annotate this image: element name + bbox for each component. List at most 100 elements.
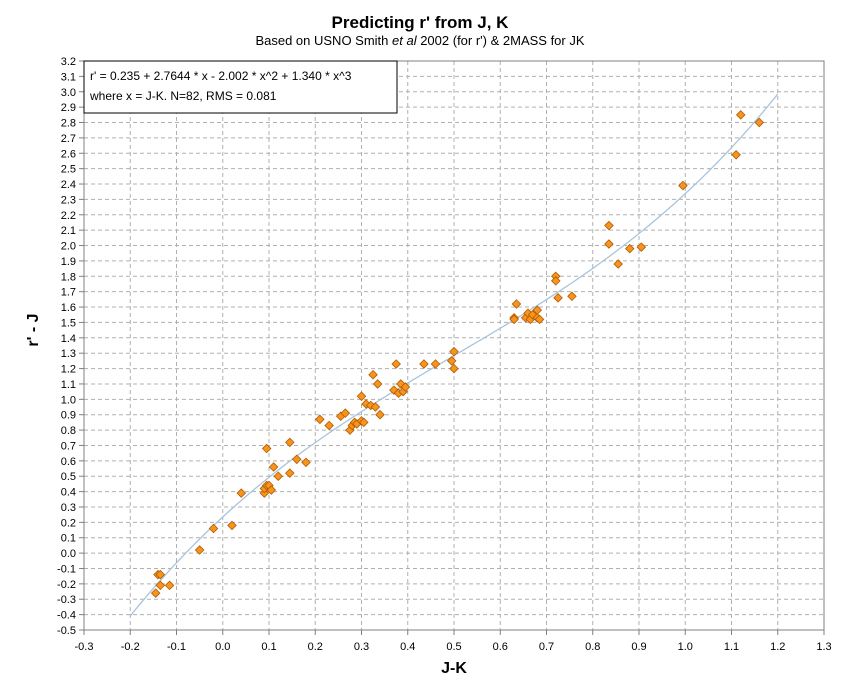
y-tick-label: 1.6 (61, 302, 76, 314)
data-point (449, 363, 459, 374)
annotation-equation: r' = 0.235 + 2.7644 * x - 2.002 * x^2 + … (90, 69, 352, 83)
y-tick-label: 1.5 (61, 317, 76, 329)
data-point (273, 471, 284, 481)
data-point (534, 314, 545, 325)
data-point (604, 239, 614, 249)
chart-subtitle-italic: et al (392, 33, 418, 48)
data-point (340, 408, 351, 418)
data-point (375, 409, 385, 420)
data-point (449, 346, 459, 357)
chart-title: Predicting r' from J, K (332, 13, 510, 32)
y-tick-label: 0.7 (61, 440, 76, 452)
x-tick-label: -0.2 (121, 641, 140, 653)
y-tick-label: 2.4 (61, 179, 76, 191)
y-tick-label: -0.5 (57, 625, 76, 637)
annotation-box (83, 60, 398, 114)
x-axis-title: J-K (441, 660, 467, 677)
data-point (315, 414, 325, 425)
x-tick-label: 1.1 (724, 641, 739, 653)
y-tick-label: 2.7 (61, 133, 76, 145)
y-tick-label: 2.0 (61, 241, 76, 253)
data-point (285, 468, 295, 478)
y-tick-label: -0.4 (57, 610, 76, 622)
data-point (735, 110, 746, 120)
data-point (150, 588, 161, 598)
x-tick-label: 0.1 (261, 641, 276, 653)
y-tick-label: 2.9 (61, 102, 76, 114)
data-point (624, 243, 635, 254)
chart-subtitle-part-2: 2002 (for r') & 2MASS for JK (417, 33, 585, 48)
x-tick-label: 0.5 (446, 641, 461, 653)
data-point (396, 379, 406, 389)
data-point (164, 580, 175, 591)
data-point (370, 402, 381, 412)
data-point (567, 291, 577, 302)
chart-subtitle: Based on USNO Smith et al 2002 (for r') … (255, 33, 584, 48)
x-tick-label: 1.3 (816, 641, 831, 653)
y-tick-label: 2.8 (61, 118, 76, 130)
data-point (266, 485, 277, 495)
y-tick-label: 1.4 (61, 333, 76, 345)
y-tick-label: 1.1 (61, 379, 76, 391)
y-tick-label: 3.2 (61, 56, 76, 68)
data-point (532, 305, 543, 315)
y-tick-label: 2.5 (61, 164, 76, 176)
y-tick-label: 0.8 (61, 425, 76, 437)
y-tick-label: 1.7 (61, 287, 76, 299)
data-point (285, 437, 295, 448)
y-tick-label: 0.9 (61, 410, 76, 422)
y-axis-title: r' - J (25, 313, 42, 346)
y-tick-label: -0.1 (57, 563, 76, 575)
x-tick-label: 0.3 (354, 641, 369, 653)
data-point (511, 299, 522, 309)
data-point (372, 379, 383, 389)
x-tick-label: 0.6 (493, 641, 508, 653)
y-tick-label: 1.8 (61, 271, 76, 283)
data-point (194, 545, 205, 555)
data-point (400, 382, 411, 392)
data-point (636, 242, 647, 252)
data-point (604, 220, 614, 231)
y-tick-label: 0.6 (61, 456, 76, 468)
data-point (391, 359, 401, 369)
x-tick-label: 0.9 (631, 641, 646, 653)
data-point (509, 314, 519, 325)
x-tick-label: 0.8 (585, 641, 600, 653)
x-tick-label: 0.7 (539, 641, 554, 653)
x-tick-label: -0.3 (75, 641, 94, 653)
y-tick-label: 2.1 (61, 225, 76, 237)
data-point (301, 457, 311, 468)
x-tick-label: 1.0 (678, 641, 693, 653)
data-point (359, 417, 369, 428)
y-tick-label: 0.4 (61, 487, 76, 499)
y-tick-label: 1.2 (61, 364, 76, 376)
chart-subtitle-part-1: Based on USNO Smith (255, 33, 392, 48)
data-point (155, 569, 166, 580)
data-point (227, 520, 237, 531)
data-point (208, 523, 219, 534)
data-point (261, 443, 272, 454)
y-axis-ticks: -0.5 -0.4 -0.3 -0.2 -0.1 0.0 0.1 0.2 0.3 0.4 0.5 0.… (57, 56, 84, 637)
data-point (419, 359, 429, 369)
x-tick-label: 0.2 (308, 641, 323, 653)
x-axis-ticks: -0.3 -0.2 -0.1 0.0 0.1 0.2 0.3 0.4 0.5 0.6 0.7 0.8 0… (75, 630, 832, 653)
data-point (368, 369, 378, 380)
data-point (356, 391, 367, 402)
data-point (430, 359, 441, 369)
data-point (553, 293, 563, 303)
data-point (155, 580, 166, 591)
x-tick-label: 0.0 (215, 641, 230, 653)
x-tick-label: 0.4 (400, 641, 415, 653)
y-tick-label: 0.3 (61, 502, 76, 514)
y-tick-label: -0.2 (57, 579, 76, 591)
data-point (324, 420, 334, 431)
gridlines (84, 61, 824, 630)
y-tick-label: 1.0 (61, 394, 76, 406)
y-tick-label: 2.2 (61, 210, 76, 222)
y-tick-label: 2.6 (61, 148, 76, 160)
annotation-stats: where x = J-K. N=82, RMS = 0.081 (89, 89, 277, 103)
y-tick-label: 1.3 (61, 348, 76, 360)
fit-annotation: r' = 0.235 + 2.7644 * x - 2.002 * x^2 + … (83, 60, 398, 114)
y-tick-label: 0.2 (61, 517, 76, 529)
